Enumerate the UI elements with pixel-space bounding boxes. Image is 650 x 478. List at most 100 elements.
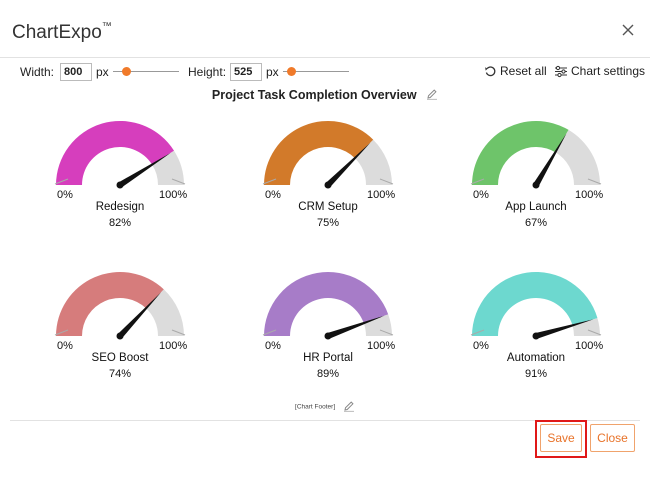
gauge-needle-hub: [116, 332, 124, 340]
gauge-value-arc: [264, 272, 389, 336]
gauge-remaining-arc: [152, 150, 184, 185]
reset-all-label: Reset all: [500, 64, 547, 78]
gauge-remaining-arc: [363, 314, 392, 336]
gauge-max-tick: [379, 329, 394, 336]
width-label: Width:: [20, 65, 55, 79]
height-unit: px: [266, 65, 279, 79]
gauge-chart: 0% 100% CRM Setup 75%: [258, 115, 398, 235]
gauge-remaining-arc: [555, 129, 600, 185]
gauge-chart: 0% 100% SEO Boost 74%: [50, 266, 190, 386]
gauge-name: Automation: [506, 352, 566, 364]
height-input[interactable]: [230, 63, 262, 81]
gauge-needle-hub: [116, 181, 124, 189]
gauge-min-tick: [262, 329, 277, 336]
height-slider-knob[interactable]: [287, 67, 296, 76]
gauge-name: Redesign: [95, 201, 145, 213]
gauge-needle: [325, 142, 371, 188]
dialog-titlebar: ChartExpo™: [0, 0, 650, 58]
gauge-value: 89%: [316, 368, 340, 380]
edit-footer-pencil-icon[interactable]: [343, 400, 355, 414]
gauge-max-tick: [379, 178, 394, 185]
gauge-max-label: 100%: [159, 189, 188, 201]
gauge-max-label: 100%: [367, 189, 396, 201]
gauge-value-arc: [56, 121, 175, 185]
save-button[interactable]: Save: [540, 424, 582, 452]
gauge-name: SEO Boost: [91, 352, 149, 364]
gauge-value: 91%: [524, 368, 548, 380]
gauge-min-label: 0%: [57, 189, 73, 201]
gauge-max-label: 100%: [367, 340, 396, 352]
gauge-chart: 0% 100% Automation 91%: [466, 266, 606, 386]
reset-all-button[interactable]: Reset all: [484, 64, 547, 78]
gauge-value-arc: [472, 120, 569, 185]
gauge-value-arc: [264, 120, 374, 185]
width-input[interactable]: [60, 63, 92, 81]
gauge-value-arc: [56, 272, 164, 336]
gauge-svg: [262, 272, 394, 340]
gauge-svg: [470, 120, 602, 189]
gauge-chart: 0% 100% Redesign 82%: [50, 115, 190, 235]
reset-icon: [484, 65, 497, 78]
gauge-svg: [262, 120, 394, 189]
save-button-highlight: [535, 420, 587, 458]
gauge-value-arc: [472, 272, 598, 336]
gauge-chart: 0% 100% HR Portal 89%: [258, 266, 398, 386]
chart-settings-button[interactable]: Chart settings: [554, 64, 645, 78]
gauge-needle: [326, 315, 385, 339]
chart-settings-label: Chart settings: [571, 64, 646, 78]
height-slider[interactable]: [283, 67, 349, 77]
gauge-value: 74%: [108, 368, 132, 380]
gauge-needle: [533, 133, 567, 187]
sliders-icon: [554, 65, 568, 78]
bottom-divider: [10, 420, 640, 421]
close-icon[interactable]: [620, 22, 636, 38]
gauge-min-tick: [470, 178, 485, 185]
gauge-min-tick: [470, 329, 485, 336]
gauge-value: 82%: [108, 217, 132, 229]
gauge-min-label: 0%: [265, 340, 281, 352]
gauge-remaining-arc: [146, 289, 184, 336]
gauge-chart: 0% 100% App Launch 67%: [466, 115, 606, 235]
gauge-value: 75%: [316, 217, 340, 229]
gauge-svg: [54, 121, 186, 189]
gauge-max-tick: [587, 329, 602, 336]
gauge-svg: [470, 272, 602, 340]
gauge-needle: [117, 292, 162, 339]
gauge-name: App Launch: [505, 201, 567, 213]
gauge-needle-hub: [324, 332, 332, 340]
gauge-min-tick: [262, 178, 277, 185]
gauge-needle: [118, 152, 171, 188]
gauge-needle-hub: [532, 181, 540, 189]
gauge-max-tick: [171, 329, 186, 336]
gauge-min-label: 0%: [265, 189, 281, 201]
gauge-max-label: 100%: [575, 189, 604, 201]
size-toolbar: Width: px Height: px Reset all Chart set…: [0, 60, 650, 84]
gauge-min-label: 0%: [473, 340, 489, 352]
chart-title: Project Task Completion Overview: [211, 88, 417, 102]
gauge-svg: [54, 272, 186, 340]
gauge-needle: [535, 319, 594, 339]
gauge-max-tick: [171, 178, 186, 185]
gauge-needle-hub: [532, 332, 540, 340]
gauge-min-tick: [54, 329, 69, 336]
gauge-min-label: 0%: [473, 189, 489, 201]
chart-footer-row: [Chart Footer]: [0, 400, 650, 414]
chart-title-row: Project Task Completion Overview: [0, 88, 650, 103]
gauge-max-tick: [587, 178, 602, 185]
gauge-min-label: 0%: [57, 340, 73, 352]
gauge-max-label: 100%: [159, 340, 188, 352]
width-slider-knob[interactable]: [122, 67, 131, 76]
gauge-name: CRM Setup: [298, 201, 358, 213]
app-title: ChartExpo™: [12, 20, 112, 43]
height-label: Height:: [188, 65, 227, 79]
trademark-symbol: ™: [101, 20, 112, 32]
gauge-remaining-arc: [354, 139, 392, 185]
gauge-needle-hub: [324, 181, 332, 189]
edit-title-pencil-icon[interactable]: [426, 88, 438, 103]
gauge-max-label: 100%: [575, 340, 604, 352]
close-button[interactable]: Close: [590, 424, 635, 452]
chart-footer: [Chart Footer]: [295, 403, 336, 411]
width-unit: px: [96, 65, 109, 79]
width-slider[interactable]: [113, 67, 179, 77]
